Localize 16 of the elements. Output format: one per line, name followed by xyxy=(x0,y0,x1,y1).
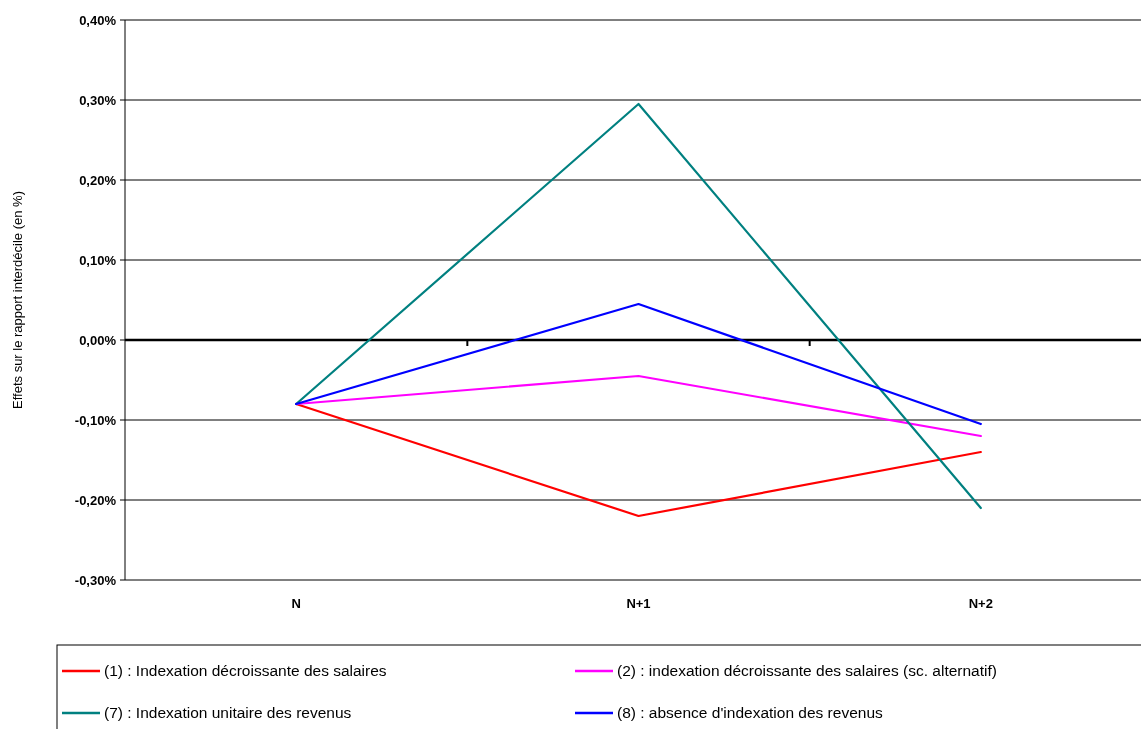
y-tick-label: -0,20% xyxy=(74,492,117,508)
y-tick-label: 0,10% xyxy=(79,252,117,268)
x-tick-label: N xyxy=(291,596,301,611)
x-tick-label: N+1 xyxy=(626,596,651,611)
x-tick-label: N+2 xyxy=(968,596,993,611)
y-tick-label: 0,40% xyxy=(79,12,117,28)
y-tick-label: 0,30% xyxy=(79,92,117,108)
legend-label: (2) : indexation décroissante des salaires (sc. alternatif) xyxy=(617,662,997,680)
legend-label: (7) : Indexation unitaire des revenus xyxy=(104,704,352,722)
y-tick-label: 0,00% xyxy=(79,332,117,348)
y-tick-label: -0,10% xyxy=(74,412,117,428)
y-tick-label: 0,20% xyxy=(79,172,117,188)
legend-label: (8) : absence d'indexation des revenus xyxy=(617,704,884,722)
y-axis-title: Effets sur le rapport interdécile (en %) xyxy=(10,191,25,409)
y-tick-label: -0,30% xyxy=(74,572,117,588)
legend-label: (1) : Indexation décroissante des salaires xyxy=(104,662,387,680)
